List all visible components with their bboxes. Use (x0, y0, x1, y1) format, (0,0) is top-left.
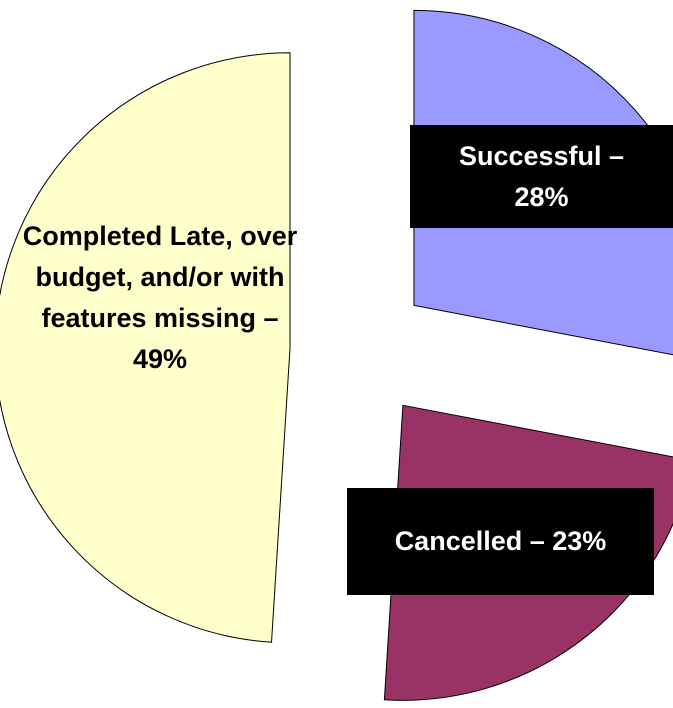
slice-label: Cancelled – 23% (347, 488, 654, 595)
slice-label: Successful – 28% (410, 125, 673, 228)
pie-slice (0, 52, 291, 643)
slice-label: Completed Late, over budget, and/or with… (22, 220, 298, 374)
